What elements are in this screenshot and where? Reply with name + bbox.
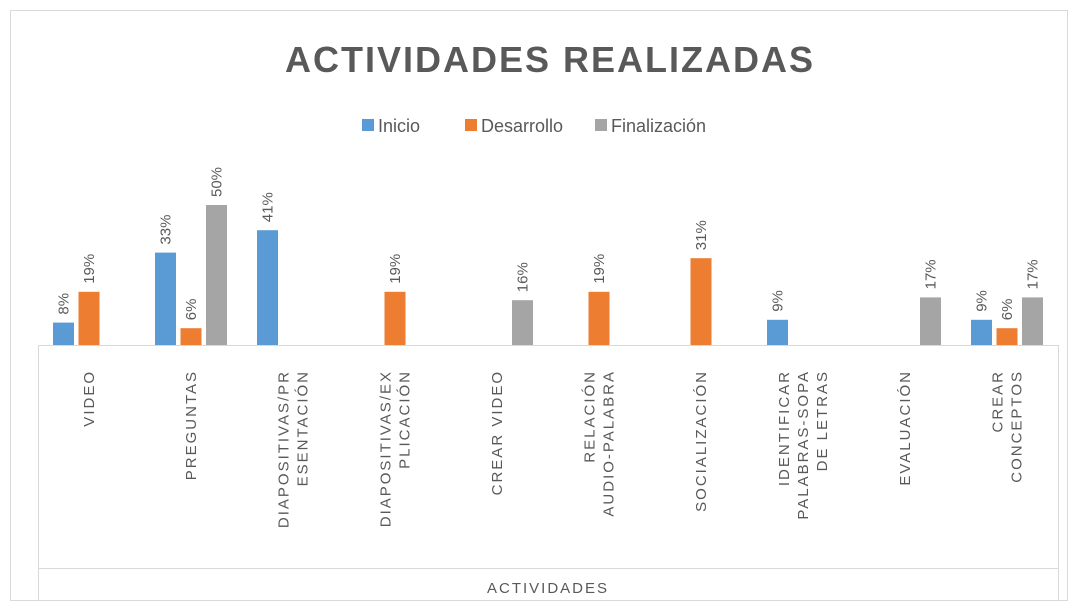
x-tick-label: IDENTIFICAR PALABRAS-SOPA DE LETRAS <box>776 370 831 520</box>
data-label: 17% <box>923 259 940 289</box>
bar <box>920 297 941 345</box>
legend-label: Desarrollo <box>481 116 563 136</box>
data-label: 50% <box>209 167 226 197</box>
x-tick-label: PREGUNTAS <box>183 370 200 480</box>
data-label: 16% <box>515 262 532 292</box>
data-label: 17% <box>1025 259 1042 289</box>
x-tick-label: VIDEO <box>81 370 98 427</box>
data-label: 19% <box>591 254 608 284</box>
bar <box>588 291 610 345</box>
chart-border <box>10 10 1068 601</box>
data-label: 41% <box>260 192 277 222</box>
data-label: 8% <box>56 293 73 315</box>
bar <box>690 258 712 345</box>
data-label: 31% <box>693 220 710 250</box>
x-tick-label: CREAR CONCEPTOS <box>990 370 1026 483</box>
data-label: 9% <box>770 290 787 312</box>
bar <box>257 230 278 345</box>
bar <box>180 328 202 345</box>
x-axis-title: ACTIVIDADES <box>487 580 609 597</box>
data-label: 33% <box>158 215 175 245</box>
x-tick-label: DIAPOSITIVAS/PR ESENTACIÓN <box>276 370 312 528</box>
data-label: 19% <box>81 254 98 284</box>
bar <box>971 319 992 345</box>
data-label: 19% <box>387 254 404 284</box>
bar <box>53 322 74 345</box>
bar <box>206 205 227 345</box>
x-tick-label: DIAPOSITIVAS/EX PLICACIÓN <box>378 370 414 527</box>
legend-label: Finalización <box>611 116 706 136</box>
legend-swatch <box>595 119 607 131</box>
bar <box>767 319 788 345</box>
bar <box>996 328 1018 345</box>
bar <box>1022 297 1043 345</box>
data-label: 6% <box>999 299 1016 321</box>
bar <box>155 252 176 345</box>
data-label: 6% <box>183 299 200 321</box>
bar <box>384 291 406 345</box>
x-tick-label: SOCIALIZACIÓN <box>693 370 710 512</box>
legend-swatch <box>465 119 477 131</box>
legend-swatch <box>362 119 374 131</box>
chart-title: ACTIVIDADES REALIZADAS <box>285 39 815 80</box>
x-tick-label: RELACIÓN AUDIO-PALABRA <box>582 370 618 517</box>
legend-label: Inicio <box>378 116 420 136</box>
data-label: 9% <box>974 290 991 312</box>
x-tick-label: EVALUACIÓN <box>897 370 914 486</box>
bar <box>512 300 533 345</box>
x-tick-label: CREAR VIDEO <box>489 370 506 495</box>
bar <box>78 291 100 345</box>
